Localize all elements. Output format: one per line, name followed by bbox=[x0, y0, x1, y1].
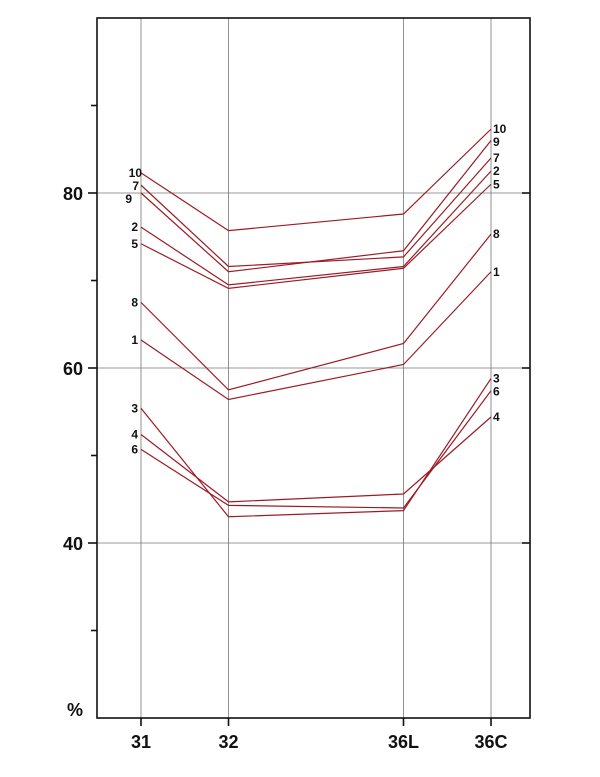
series-line-8 bbox=[140, 233, 492, 391]
x-tick-label: 32 bbox=[218, 732, 238, 752]
series-lines bbox=[140, 128, 492, 518]
y-tick-label: 40 bbox=[63, 534, 83, 554]
plot-frame bbox=[96, 17, 531, 719]
series-label-1: 1 bbox=[131, 333, 138, 347]
x-tick-label: 31 bbox=[131, 732, 151, 752]
series-label-7: 7 bbox=[493, 151, 500, 165]
grid-lines bbox=[97, 18, 530, 718]
series-line-6 bbox=[140, 390, 492, 509]
x-tick-label: 36L bbox=[388, 732, 419, 752]
series-line-1 bbox=[140, 271, 492, 401]
series-label-4: 4 bbox=[131, 428, 138, 442]
series-label-2: 2 bbox=[131, 220, 138, 234]
y-tick-label: 80 bbox=[63, 184, 83, 204]
series-line-4 bbox=[140, 416, 492, 503]
series-label-3: 3 bbox=[131, 401, 138, 415]
series-label-10: 10 bbox=[129, 166, 143, 180]
series-line-10 bbox=[140, 128, 492, 232]
series-label-9: 9 bbox=[125, 192, 132, 206]
series-label-6: 6 bbox=[493, 385, 500, 399]
series-label-5: 5 bbox=[131, 237, 138, 251]
series-label-3: 3 bbox=[493, 372, 500, 386]
series-line-5 bbox=[140, 183, 492, 289]
y-tick-label: 60 bbox=[63, 359, 83, 379]
series-label-5: 5 bbox=[493, 177, 500, 191]
series-label-8: 8 bbox=[131, 295, 138, 309]
series-label-10: 10 bbox=[493, 122, 507, 136]
x-tick-label: 36C bbox=[474, 732, 507, 752]
series-label-4: 4 bbox=[493, 410, 500, 424]
series-line-2 bbox=[140, 170, 492, 286]
series-label-2: 2 bbox=[493, 164, 500, 178]
series-line-3 bbox=[140, 378, 492, 518]
axis-ticks bbox=[88, 104, 530, 726]
y-axis-label: % bbox=[67, 700, 83, 720]
series-label-9: 9 bbox=[493, 135, 500, 149]
series-label-6: 6 bbox=[131, 442, 138, 456]
series-label-1: 1 bbox=[493, 265, 500, 279]
series-line-9 bbox=[140, 140, 492, 273]
series-label-7: 7 bbox=[132, 179, 139, 193]
series-label-8: 8 bbox=[493, 227, 500, 241]
series-line-7 bbox=[140, 157, 492, 268]
